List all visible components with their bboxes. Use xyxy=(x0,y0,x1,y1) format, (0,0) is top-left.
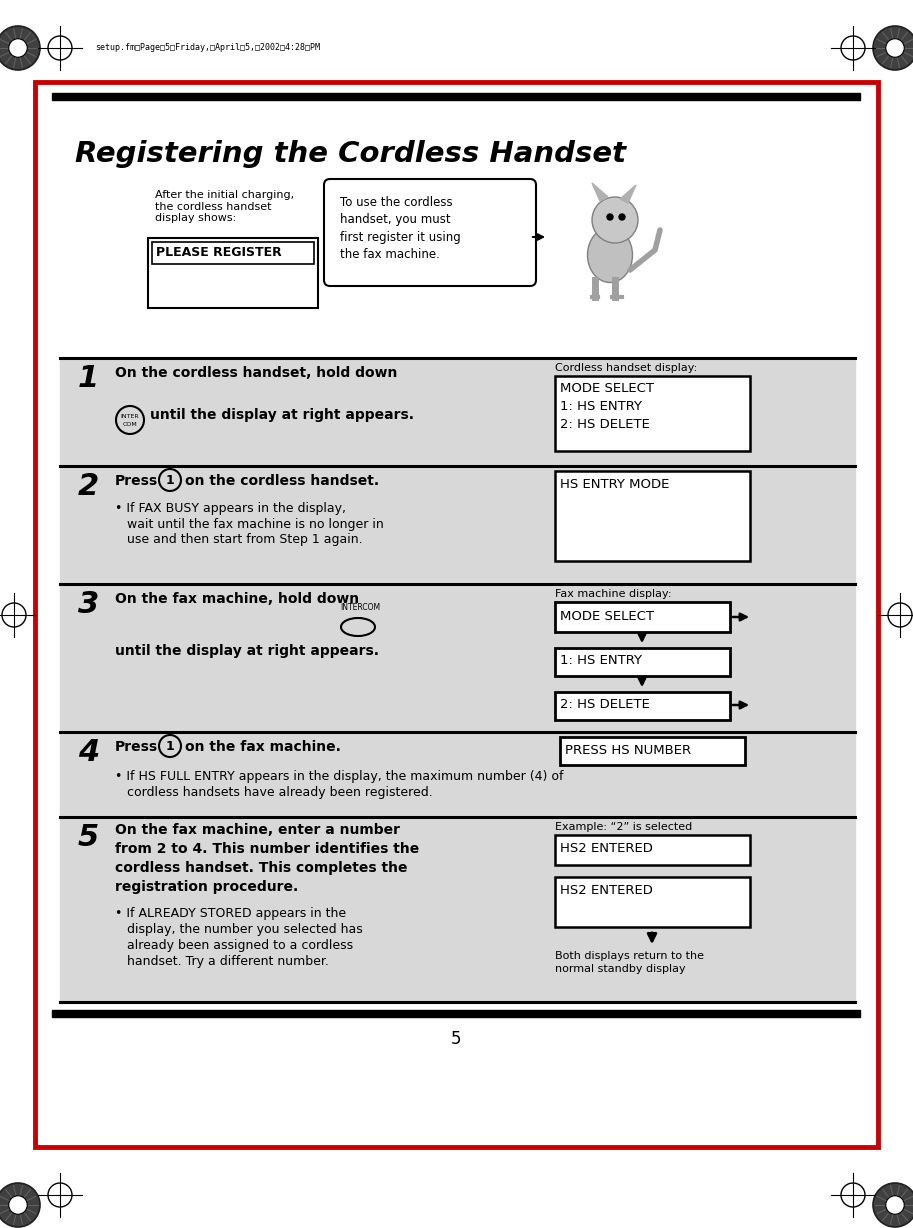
Text: INTER: INTER xyxy=(121,415,140,420)
Text: COM: COM xyxy=(122,422,137,427)
Text: 1: 1 xyxy=(165,474,174,486)
Text: 1: 1 xyxy=(78,363,100,393)
Text: 1: HS ENTRY: 1: HS ENTRY xyxy=(560,400,642,413)
Text: 4: 4 xyxy=(78,738,100,768)
Text: HS2 ENTERED: HS2 ENTERED xyxy=(560,842,653,856)
Circle shape xyxy=(607,214,613,220)
Bar xyxy=(555,602,730,632)
Bar xyxy=(60,732,855,817)
Circle shape xyxy=(886,1196,904,1214)
Circle shape xyxy=(873,26,913,70)
Text: handset. Try a different number.: handset. Try a different number. xyxy=(127,955,329,968)
Bar xyxy=(60,359,855,465)
Text: HS ENTRY MODE: HS ENTRY MODE xyxy=(560,478,669,491)
Text: On the fax machine, enter a number
from 2 to 4. This number identifies the
cordl: On the fax machine, enter a number from … xyxy=(115,823,419,894)
Text: PRESS HS NUMBER: PRESS HS NUMBER xyxy=(565,743,691,756)
Text: on the fax machine.: on the fax machine. xyxy=(185,740,341,754)
Text: display, the number you selected has: display, the number you selected has xyxy=(127,923,362,936)
Bar xyxy=(60,465,855,585)
Text: On the fax machine, hold down: On the fax machine, hold down xyxy=(115,592,359,605)
Circle shape xyxy=(0,1183,40,1227)
Text: • If ALREADY STORED appears in the: • If ALREADY STORED appears in the xyxy=(115,907,346,920)
Text: Example: “2” is selected: Example: “2” is selected xyxy=(555,822,692,833)
Text: use and then start from Step 1 again.: use and then start from Step 1 again. xyxy=(127,533,362,546)
Text: until the display at right appears.: until the display at right appears. xyxy=(150,408,414,422)
Bar xyxy=(555,835,750,865)
Polygon shape xyxy=(592,183,608,201)
Text: Press: Press xyxy=(115,474,158,488)
Text: 1: HS ENTRY: 1: HS ENTRY xyxy=(560,655,642,668)
Text: MODE SELECT: MODE SELECT xyxy=(560,609,654,623)
Text: wait until the fax machine is no longer in: wait until the fax machine is no longer … xyxy=(127,518,383,530)
Bar xyxy=(555,648,730,675)
Circle shape xyxy=(0,26,40,70)
Text: INTERCOM: INTERCOM xyxy=(340,603,380,612)
Bar xyxy=(35,82,878,1147)
Text: until the display at right appears.: until the display at right appears. xyxy=(115,643,379,658)
Circle shape xyxy=(592,196,638,243)
Circle shape xyxy=(619,214,625,220)
Text: PLEASE REGISTER: PLEASE REGISTER xyxy=(156,247,282,259)
Text: • If FAX BUSY appears in the display,: • If FAX BUSY appears in the display, xyxy=(115,502,346,515)
Bar xyxy=(560,737,745,765)
Text: setup.fm□Page□5□Friday,□April□5,□2002□4:28□PM: setup.fm□Page□5□Friday,□April□5,□2002□4:… xyxy=(95,43,320,53)
Bar xyxy=(52,93,860,99)
Bar xyxy=(555,693,730,720)
Text: HS2 ENTERED: HS2 ENTERED xyxy=(560,884,653,898)
FancyBboxPatch shape xyxy=(324,179,536,286)
Text: Fax machine display:: Fax machine display: xyxy=(555,589,671,599)
Text: 2: 2 xyxy=(78,472,100,501)
Text: Cordless handset display:: Cordless handset display: xyxy=(555,363,698,373)
Bar xyxy=(555,376,750,451)
Bar xyxy=(555,877,750,927)
Circle shape xyxy=(9,39,27,58)
Text: After the initial charging,
the cordless handset
display shows:: After the initial charging, the cordless… xyxy=(155,190,294,223)
Bar xyxy=(60,585,855,732)
Text: Registering the Cordless Handset: Registering the Cordless Handset xyxy=(75,140,626,168)
Circle shape xyxy=(886,39,904,58)
Text: Both displays return to the
normal standby display: Both displays return to the normal stand… xyxy=(555,950,704,974)
Text: 3: 3 xyxy=(78,589,100,619)
Text: On the cordless handset, hold down: On the cordless handset, hold down xyxy=(115,366,397,379)
Polygon shape xyxy=(620,185,636,203)
Bar xyxy=(52,1009,860,1017)
Text: 1: 1 xyxy=(165,739,174,753)
Text: Press: Press xyxy=(115,740,158,754)
Text: 5: 5 xyxy=(78,823,100,852)
Text: To use the cordless
handset, you must
first register it using
the fax machine.: To use the cordless handset, you must fi… xyxy=(340,196,461,262)
Text: • If HS FULL ENTRY appears in the display, the maximum number (4) of: • If HS FULL ENTRY appears in the displa… xyxy=(115,770,563,783)
Ellipse shape xyxy=(587,227,633,282)
Text: on the cordless handset.: on the cordless handset. xyxy=(185,474,379,488)
Bar xyxy=(152,242,314,264)
Bar xyxy=(555,472,750,561)
Text: MODE SELECT: MODE SELECT xyxy=(560,382,654,395)
Text: 2: HS DELETE: 2: HS DELETE xyxy=(560,699,650,711)
Bar xyxy=(148,238,318,308)
Bar xyxy=(60,817,855,1002)
Circle shape xyxy=(873,1183,913,1227)
Text: 2: HS DELETE: 2: HS DELETE xyxy=(560,418,650,431)
Circle shape xyxy=(9,1196,27,1214)
Text: 5: 5 xyxy=(451,1030,461,1047)
Text: cordless handsets have already been registered.: cordless handsets have already been regi… xyxy=(127,786,433,799)
Text: already been assigned to a cordless: already been assigned to a cordless xyxy=(127,939,353,952)
